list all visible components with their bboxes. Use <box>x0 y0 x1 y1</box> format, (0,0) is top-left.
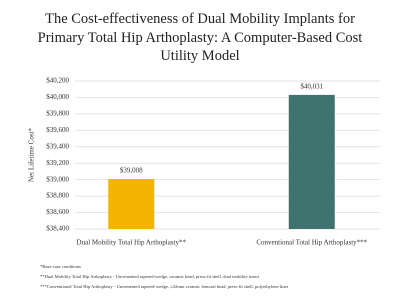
y-tick-label: $39,400 <box>46 142 69 150</box>
x-tick-label: Dual Mobility Total Hip Arthoplasty** <box>77 239 187 247</box>
y-tick-label: $38,600 <box>46 208 69 216</box>
value-label: $40,031 <box>300 83 323 91</box>
y-tick-label: $39,000 <box>46 175 69 183</box>
y-tick-label: $40,000 <box>46 93 69 101</box>
chart-title: The Cost-effectiveness of Dual Mobility … <box>37 11 363 64</box>
y-tick-label: $38,800 <box>46 192 69 200</box>
value-label: $39,008 <box>120 167 143 175</box>
footnote: *Base-case conditions <box>40 264 81 269</box>
footnote: ***Conventional Total Hip Arthoplasty - … <box>40 284 289 290</box>
x-tick-label: Conventional Total Hip Arthoplasty*** <box>256 239 367 247</box>
y-axis-label: Net Lifetime Cost* <box>28 127 36 182</box>
footnote: **Dual Mobility Total Hip Arthoplasty - … <box>40 274 260 280</box>
bar <box>108 179 155 229</box>
y-tick-label: $38,400 <box>46 225 69 233</box>
y-tick-label: $39,200 <box>46 159 69 167</box>
y-tick-label: $39,600 <box>46 126 69 134</box>
y-tick-label: $40,200 <box>46 77 69 85</box>
bar <box>288 94 335 229</box>
y-tick-label: $39,800 <box>46 109 69 117</box>
